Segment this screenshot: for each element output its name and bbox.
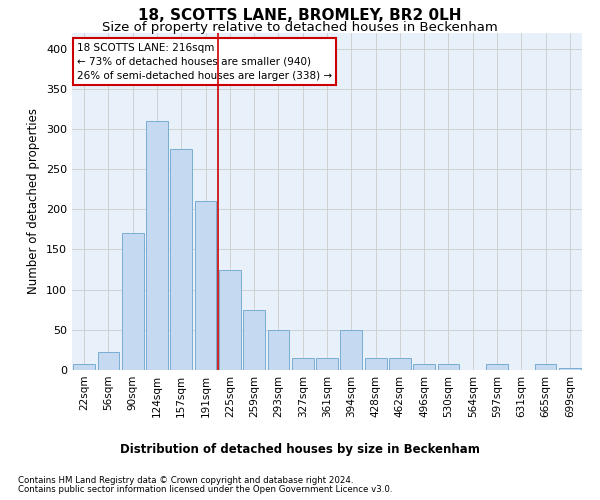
- Text: Contains HM Land Registry data © Crown copyright and database right 2024.: Contains HM Land Registry data © Crown c…: [18, 476, 353, 485]
- Bar: [219, 270, 241, 370]
- Bar: [559, 368, 581, 370]
- Bar: [122, 234, 143, 370]
- Bar: [268, 330, 289, 370]
- Bar: [146, 121, 168, 370]
- Bar: [365, 358, 386, 370]
- Bar: [535, 364, 556, 370]
- Text: Size of property relative to detached houses in Beckenham: Size of property relative to detached ho…: [102, 21, 498, 34]
- Bar: [292, 358, 314, 370]
- Bar: [389, 358, 411, 370]
- Bar: [340, 330, 362, 370]
- Bar: [413, 364, 435, 370]
- Bar: [170, 149, 192, 370]
- Bar: [194, 201, 217, 370]
- Bar: [73, 364, 95, 370]
- Bar: [486, 364, 508, 370]
- Text: 18 SCOTTS LANE: 216sqm
← 73% of detached houses are smaller (940)
26% of semi-de: 18 SCOTTS LANE: 216sqm ← 73% of detached…: [77, 42, 332, 80]
- Text: Distribution of detached houses by size in Beckenham: Distribution of detached houses by size …: [120, 442, 480, 456]
- Bar: [316, 358, 338, 370]
- Bar: [243, 310, 265, 370]
- Bar: [97, 352, 119, 370]
- Y-axis label: Number of detached properties: Number of detached properties: [28, 108, 40, 294]
- Text: Contains public sector information licensed under the Open Government Licence v3: Contains public sector information licen…: [18, 485, 392, 494]
- Bar: [437, 364, 460, 370]
- Text: 18, SCOTTS LANE, BROMLEY, BR2 0LH: 18, SCOTTS LANE, BROMLEY, BR2 0LH: [138, 8, 462, 22]
